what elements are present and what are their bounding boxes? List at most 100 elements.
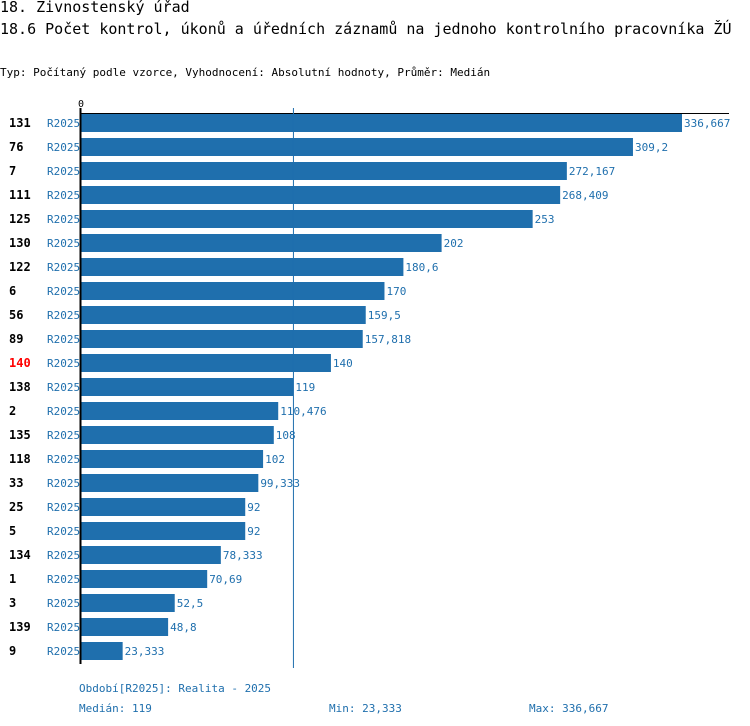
bar-value-label: 170 — [386, 285, 406, 298]
period-label: R2025 — [47, 189, 80, 202]
category-label: 33 — [9, 476, 23, 490]
category-label: 118 — [9, 452, 31, 466]
bar — [81, 138, 633, 156]
period-label: R2025 — [47, 381, 80, 394]
bar-value-label: 92 — [247, 525, 260, 538]
bar-value-label: 272,167 — [569, 165, 615, 178]
bar — [81, 522, 246, 540]
bar-value-label: 23,333 — [125, 645, 165, 658]
bar — [81, 402, 279, 420]
category-label: 138 — [9, 380, 31, 394]
bar — [81, 498, 246, 516]
footer-median: Medián: 119 — [79, 702, 152, 715]
x-tick-label: 0 — [78, 99, 84, 110]
bar-value-label: 70,69 — [209, 573, 242, 586]
bar — [81, 114, 682, 132]
bar-value-label: 78,333 — [223, 549, 263, 562]
bar-value-label: 92 — [247, 501, 260, 514]
period-label: R2025 — [47, 333, 80, 346]
bar-value-label: 110,476 — [280, 405, 326, 418]
period-label: R2025 — [47, 549, 80, 562]
bar-value-label: 202 — [444, 237, 464, 250]
period-label: R2025 — [47, 597, 80, 610]
category-label: 3 — [9, 596, 16, 610]
period-label: R2025 — [47, 525, 80, 538]
bar-value-label: 48,8 — [170, 621, 197, 634]
bar — [81, 642, 123, 660]
bar-value-label: 180,6 — [405, 261, 438, 274]
period-label: R2025 — [47, 261, 80, 274]
category-label: 111 — [9, 188, 31, 202]
period-label: R2025 — [47, 357, 80, 370]
category-label: 6 — [9, 284, 16, 298]
footer-period: Období[R2025]: Realita - 2025 — [79, 682, 272, 695]
period-label: R2025 — [47, 309, 80, 322]
period-label: R2025 — [47, 285, 80, 298]
category-label: 2 — [9, 404, 16, 418]
footer-min: Min: 23,333 — [329, 702, 402, 715]
period-label: R2025 — [47, 645, 80, 658]
category-label: 89 — [9, 332, 23, 346]
category-label: 76 — [9, 140, 23, 154]
category-label: 125 — [9, 212, 31, 226]
bar-value-label: 157,818 — [365, 333, 411, 346]
bar-value-label: 309,2 — [635, 141, 668, 154]
period-label: R2025 — [47, 213, 80, 226]
bar — [81, 210, 533, 228]
bar-value-label: 99,333 — [260, 477, 300, 490]
period-label: R2025 — [47, 501, 80, 514]
bar-value-label: 336,667 — [684, 117, 730, 130]
bar — [81, 450, 264, 468]
category-label: 25 — [9, 500, 23, 514]
category-label: 140 — [9, 356, 31, 370]
category-label: 134 — [9, 548, 31, 562]
bar — [81, 378, 294, 396]
bar — [81, 186, 561, 204]
bar — [81, 258, 404, 276]
page-title: 18. Živnostenský úřad — [0, 0, 190, 16]
bar-value-label: 140 — [333, 357, 353, 370]
period-label: R2025 — [47, 621, 80, 634]
period-label: R2025 — [47, 165, 80, 178]
chart-subtitle: 18.6 Počet kontrol, úkonů a úředních záz… — [0, 20, 732, 38]
bar — [81, 162, 567, 180]
bar — [81, 594, 175, 612]
bar — [81, 234, 442, 252]
category-label: 122 — [9, 260, 31, 274]
bar — [81, 570, 208, 588]
bar — [81, 474, 259, 492]
bar — [81, 618, 169, 636]
category-label: 131 — [9, 116, 31, 130]
period-label: R2025 — [47, 405, 80, 418]
category-label: 130 — [9, 236, 31, 250]
period-label: R2025 — [47, 477, 80, 490]
bar-value-label: 159,5 — [368, 309, 401, 322]
bar-value-label: 119 — [295, 381, 315, 394]
bar — [81, 306, 366, 324]
category-label: 9 — [9, 644, 16, 658]
period-label: R2025 — [47, 117, 80, 130]
bar-value-label: 52,5 — [177, 597, 204, 610]
period-label: R2025 — [47, 453, 80, 466]
chart-info: Typ: Počítaný podle vzorce, Vyhodnocení:… — [0, 66, 491, 79]
category-label: 139 — [9, 620, 31, 634]
bar-value-label: 102 — [265, 453, 285, 466]
bar — [81, 354, 331, 372]
period-label: R2025 — [47, 573, 80, 586]
bar — [81, 330, 363, 348]
category-label: 5 — [9, 524, 16, 538]
footer-max: Max: 336,667 — [529, 702, 609, 715]
category-label: 1 — [9, 572, 16, 586]
bar-value-label: 253 — [535, 213, 555, 226]
category-label: 7 — [9, 164, 16, 178]
category-label: 135 — [9, 428, 31, 442]
period-label: R2025 — [47, 237, 80, 250]
category-label: 56 — [9, 308, 23, 322]
bar — [81, 282, 385, 300]
bar-value-label: 268,409 — [562, 189, 608, 202]
period-label: R2025 — [47, 141, 80, 154]
bar — [81, 426, 274, 444]
bar-value-label: 108 — [276, 429, 296, 442]
bar — [81, 546, 221, 564]
